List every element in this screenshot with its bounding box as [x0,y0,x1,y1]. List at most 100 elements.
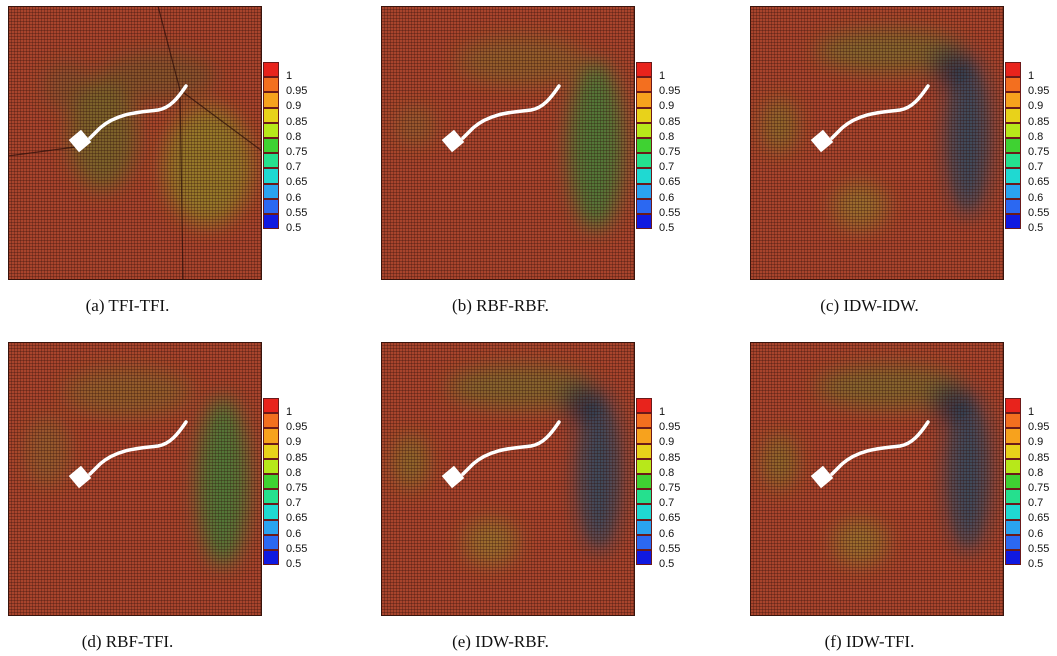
colorbar-swatch [263,398,279,414]
colorbar-label: 0.55 [659,206,681,219]
mesh-plot-f [750,342,1004,616]
colorbar-swatch [1005,443,1021,459]
colorbar-label: 0.85 [286,115,308,128]
mesh-plot-c [750,6,1004,280]
colorbar-swatch [263,504,279,520]
colorbar-label: 1 [286,406,293,418]
colorbar-label: 0.85 [659,451,681,464]
colorbar-label: 0.65 [1028,176,1050,189]
colorbar-label: 0.5 [1028,558,1044,570]
colorbar-swatch [636,428,652,444]
colorbar-swatch [1005,92,1021,108]
caption-f: (f) IDW-TFI. [824,632,915,651]
colorbar-label: 0.6 [286,191,302,204]
colorbar-label: 0.95 [286,421,308,434]
colorbar-legend: 1 0.95 0.9 0.85 0.8 0.75 0.7 0.65 0.6 0.55 0.5 [636,398,706,594]
colorbar-label: 0.55 [659,542,681,555]
colorbar-label: 0.5 [1028,222,1044,234]
mesh-plot-a [8,6,262,280]
colorbar-label: 0.8 [659,130,675,143]
caption-c: (c) IDW-IDW. [820,296,919,315]
colorbar-swatch [263,77,279,93]
panel-d: 1 0.95 0.9 0.85 0.8 0.75 0.7 0.65 0.6 0.55 0.5 (d)… [0,336,340,656]
colorbar-swatch [263,489,279,505]
colorbar-label: 0.95 [659,421,681,434]
colorbar-label: 0.9 [659,100,675,113]
colorbar-swatch [1005,62,1021,78]
colorbar-swatch [636,413,652,429]
colorbar-label: 0.9 [286,436,302,449]
colorbar-label: 0.8 [1028,130,1044,143]
colorbar-swatch [636,122,652,138]
colorbar-swatch [636,489,652,505]
colorbar-label: 0.55 [1028,206,1050,219]
caption-e: (e) IDW-RBF. [452,632,549,651]
colorbar-label: 0.95 [1028,421,1050,434]
colorbar-label: 0.75 [1028,146,1050,158]
colorbar-label: 0.75 [286,482,308,494]
colorbar-label: 0.8 [286,466,302,479]
colorbar-label: 0.7 [659,497,675,510]
caption-d: (d) RBF-TFI. [81,632,174,651]
colorbar-label: 0.5 [286,222,302,234]
colorbar-swatch [1005,198,1021,214]
colorbar-swatch [263,138,279,154]
panel-b: 1 0.95 0.9 0.85 0.8 0.75 0.7 0.65 0.6 0.55 0.5 (b)… [373,0,713,320]
colorbar-swatch [636,62,652,78]
colorbar-swatch [1005,458,1021,474]
colorbar-swatch [1005,138,1021,154]
colorbar-label: 0.9 [659,436,675,449]
colorbar-label: 0.6 [1028,191,1044,204]
colorbar-label: 0.6 [659,527,675,540]
colorbar-swatch [636,107,652,123]
colorbar-legend: 1 0.95 0.9 0.85 0.8 0.75 0.7 0.65 0.6 0.55 0.5 [263,62,333,258]
colorbar-label: 0.85 [1028,451,1050,464]
colorbar-swatch [1005,122,1021,138]
colorbar-legend: 1 0.95 0.9 0.85 0.8 0.75 0.7 0.65 0.6 0.55 0.5 [1005,62,1057,258]
colorbar-swatch [636,168,652,184]
colorbar-label: 0.65 [659,176,681,189]
colorbar-label: 0.95 [659,85,681,98]
colorbar-label: 1 [1028,406,1035,418]
colorbar-label: 0.6 [286,527,302,540]
colorbar-swatch [263,153,279,169]
colorbar-swatch [1005,474,1021,490]
colorbar-label: 0.75 [1028,482,1050,494]
colorbar-label: 0.8 [659,466,675,479]
colorbar-label: 0.85 [659,115,681,128]
colorbar-label: 0.65 [1028,512,1050,525]
colorbar-label: 1 [286,70,293,82]
colorbar-swatch [263,474,279,490]
panel-e: 1 0.95 0.9 0.85 0.8 0.75 0.7 0.65 0.6 0.55 0.5 (e)… [373,336,713,656]
colorbar-swatch [1005,504,1021,520]
colorbar-swatch [636,183,652,199]
colorbar-swatch [263,550,279,566]
colorbar-swatch [636,153,652,169]
panel-f: 1 0.95 0.9 0.85 0.8 0.75 0.7 0.65 0.6 0.55 0.5 (f)… [742,336,1057,656]
colorbar-swatch [263,428,279,444]
colorbar-swatch [636,534,652,550]
colorbar-swatch [1005,214,1021,230]
colorbar-swatch [1005,398,1021,414]
colorbar-label: 0.55 [286,206,308,219]
mesh-plot-d [8,342,262,616]
colorbar-swatch [636,550,652,566]
colorbar-label: 0.7 [659,161,675,174]
colorbar-swatch [636,504,652,520]
colorbar-label: 0.5 [659,222,675,234]
colorbar-label: 0.5 [286,558,302,570]
colorbar-swatch [636,214,652,230]
colorbar-swatch [636,77,652,93]
colorbar-swatch [1005,534,1021,550]
colorbar-swatch [1005,77,1021,93]
colorbar-label: 0.8 [286,130,302,143]
colorbar-label: 0.7 [1028,497,1044,510]
colorbar-swatch [263,458,279,474]
colorbar-label: 0.9 [286,100,302,113]
colorbar-label: 1 [1028,70,1035,82]
colorbar-swatch [1005,428,1021,444]
colorbar-label: 0.9 [1028,100,1044,113]
colorbar-label: 0.65 [286,512,308,525]
mesh-plot-b [381,6,635,280]
colorbar-swatch [263,413,279,429]
